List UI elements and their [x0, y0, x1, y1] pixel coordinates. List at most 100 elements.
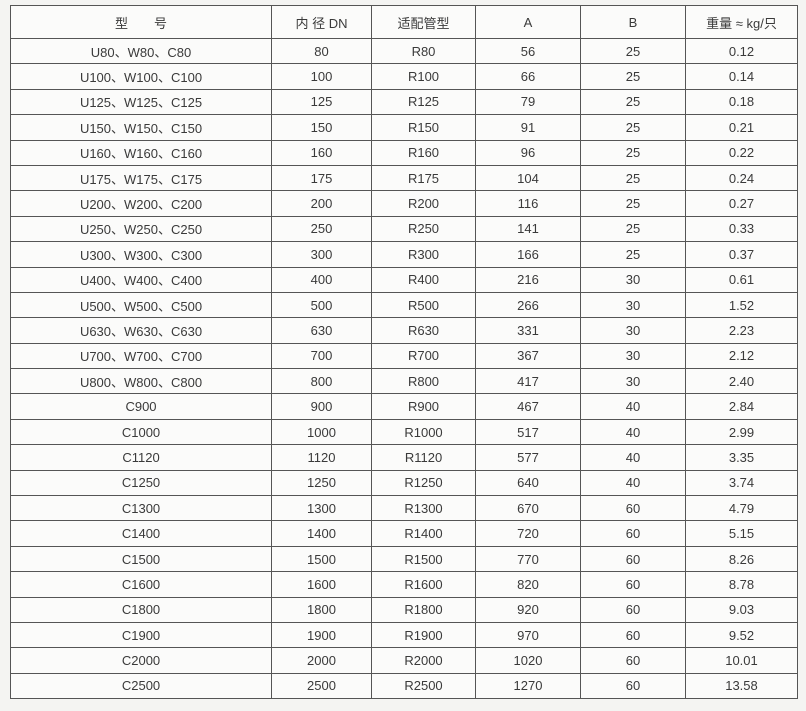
cell-weight: 2.23	[685, 317, 798, 344]
cell-b: 60	[580, 672, 686, 700]
cell-pipe-type: R200	[371, 190, 476, 217]
cell-b: 25	[580, 63, 686, 90]
header-b: B	[580, 5, 686, 39]
cell-inner-diameter: 100	[271, 63, 372, 90]
cell-inner-diameter: 175	[271, 164, 372, 192]
header-row: 型 号 内 径 DN 适配管型 A B 重量 ≈ kg/只	[10, 5, 798, 39]
cell-b: 60	[580, 647, 686, 674]
table-row: U500、W500、C500 500 R500 266 30 1.52	[10, 291, 798, 319]
cell-model: U100、W100、C100	[10, 63, 272, 90]
cell-model: C1500	[10, 545, 272, 573]
cell-weight: 9.52	[685, 621, 798, 649]
cell-pipe-type: R300	[371, 241, 476, 268]
cell-a: 820	[475, 571, 581, 598]
table-row: U150、W150、C150 150 R150 91 25 0.21	[10, 114, 798, 141]
cell-inner-diameter: 2500	[271, 672, 372, 700]
cell-a: 56	[475, 37, 581, 65]
cell-model: U700、W700、C700	[10, 342, 272, 370]
cell-pipe-type: R1600	[371, 571, 476, 598]
cell-a: 79	[475, 88, 581, 116]
cell-inner-diameter: 2000	[271, 647, 372, 674]
cell-model: C1250	[10, 469, 272, 497]
cell-pipe-type: R125	[371, 88, 476, 116]
table-row: C1900 1900 R1900 970 60 9.52	[10, 621, 798, 649]
cell-inner-diameter: 150	[271, 114, 372, 141]
cell-weight: 2.12	[685, 342, 798, 370]
cell-b: 25	[580, 241, 686, 268]
cell-b: 60	[580, 571, 686, 598]
cell-weight: 0.27	[685, 190, 798, 217]
table-row: U80、W80、C80 80 R80 56 25 0.12	[10, 37, 798, 65]
cell-model: U630、W630、C630	[10, 317, 272, 344]
cell-a: 1270	[475, 672, 581, 700]
cell-weight: 0.21	[685, 114, 798, 141]
cell-inner-diameter: 200	[271, 190, 372, 217]
table-row: C1120 1120 R1120 577 40 3.35	[10, 444, 798, 471]
table-row: U400、W400、C400 400 R400 216 30 0.61	[10, 266, 798, 293]
cell-inner-diameter: 1300	[271, 495, 372, 522]
table-row: C1400 1400 R1400 720 60 5.15	[10, 520, 798, 547]
table-row: U700、W700、C700 700 R700 367 30 2.12	[10, 342, 798, 370]
cell-pipe-type: R700	[371, 342, 476, 370]
cell-a: 141	[475, 215, 581, 243]
header-pipe-type: 适配管型	[371, 5, 476, 39]
table-row: C900 900 R900 467 40 2.84	[10, 393, 798, 420]
cell-weight: 1.52	[685, 291, 798, 319]
cell-a: 417	[475, 368, 581, 395]
cell-pipe-type: R500	[371, 291, 476, 319]
cell-pipe-type: R630	[371, 317, 476, 344]
cell-a: 367	[475, 342, 581, 370]
cell-inner-diameter: 900	[271, 393, 372, 420]
cell-inner-diameter: 1800	[271, 596, 372, 623]
table-row: C1250 1250 R1250 640 40 3.74	[10, 469, 798, 497]
cell-weight: 0.22	[685, 139, 798, 166]
cell-inner-diameter: 1600	[271, 571, 372, 598]
cell-b: 40	[580, 418, 686, 446]
cell-b: 25	[580, 215, 686, 243]
cell-pipe-type: R1400	[371, 520, 476, 547]
cell-inner-diameter: 1000	[271, 418, 372, 446]
cell-inner-diameter: 1120	[271, 444, 372, 471]
cell-weight: 8.26	[685, 545, 798, 573]
cell-inner-diameter: 800	[271, 368, 372, 395]
cell-weight: 0.61	[685, 266, 798, 293]
cell-b: 25	[580, 190, 686, 217]
cell-weight: 0.12	[685, 37, 798, 65]
cell-inner-diameter: 400	[271, 266, 372, 293]
cell-b: 60	[580, 545, 686, 573]
cell-pipe-type: R1250	[371, 469, 476, 497]
cell-model: C2000	[10, 647, 272, 674]
cell-pipe-type: R100	[371, 63, 476, 90]
cell-model: U160、W160、C160	[10, 139, 272, 166]
cell-weight: 0.24	[685, 164, 798, 192]
cell-weight: 2.40	[685, 368, 798, 395]
cell-b: 30	[580, 317, 686, 344]
cell-pipe-type: R80	[371, 37, 476, 65]
cell-b: 25	[580, 164, 686, 192]
cell-weight: 2.84	[685, 393, 798, 420]
cell-a: 640	[475, 469, 581, 497]
cell-a: 517	[475, 418, 581, 446]
table-row: C1300 1300 R1300 670 60 4.79	[10, 495, 798, 522]
cell-weight: 0.33	[685, 215, 798, 243]
cell-inner-diameter: 630	[271, 317, 372, 344]
table-row: U800、W800、C800 800 R800 417 30 2.40	[10, 368, 798, 395]
cell-weight: 10.01	[685, 647, 798, 674]
table-row: U160、W160、C160 160 R160 96 25 0.22	[10, 139, 798, 166]
cell-weight: 3.35	[685, 444, 798, 471]
cell-model: C1800	[10, 596, 272, 623]
cell-pipe-type: R175	[371, 164, 476, 192]
cell-inner-diameter: 125	[271, 88, 372, 116]
cell-weight: 3.74	[685, 469, 798, 497]
cell-inner-diameter: 700	[271, 342, 372, 370]
cell-weight: 13.58	[685, 672, 798, 700]
cell-b: 30	[580, 342, 686, 370]
cell-model: U200、W200、C200	[10, 190, 272, 217]
cell-weight: 5.15	[685, 520, 798, 547]
header-inner-diameter: 内 径 DN	[271, 5, 372, 39]
cell-inner-diameter: 1900	[271, 621, 372, 649]
cell-inner-diameter: 1250	[271, 469, 372, 497]
cell-model: C1600	[10, 571, 272, 598]
cell-model: U125、W125、C125	[10, 88, 272, 116]
cell-pipe-type: R160	[371, 139, 476, 166]
